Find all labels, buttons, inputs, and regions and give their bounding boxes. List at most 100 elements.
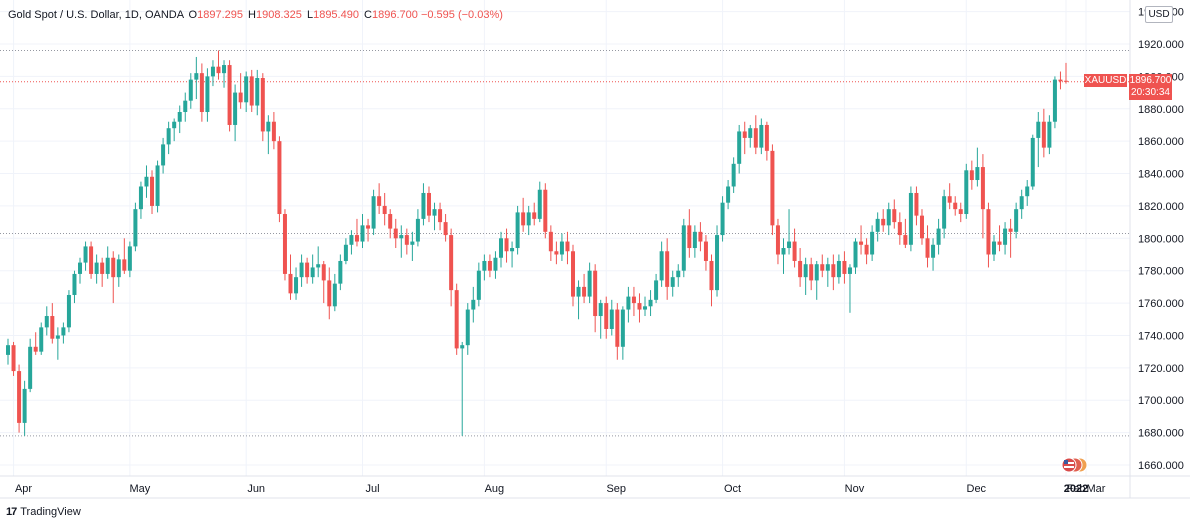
candle[interactable] — [720, 196, 725, 242]
candle[interactable] — [1036, 112, 1041, 168]
candle[interactable] — [487, 254, 492, 278]
candle[interactable] — [820, 254, 825, 278]
candle[interactable] — [255, 69, 260, 116]
candle[interactable] — [266, 115, 271, 155]
candle[interactable] — [781, 238, 786, 274]
candle[interactable] — [654, 273, 659, 304]
candle[interactable] — [969, 160, 974, 190]
candle[interactable] — [565, 231, 570, 265]
candle[interactable] — [78, 257, 83, 284]
candle[interactable] — [582, 273, 587, 304]
candle[interactable] — [371, 189, 376, 236]
candle[interactable] — [870, 225, 875, 261]
candle[interactable] — [172, 118, 177, 142]
candle[interactable] — [1052, 76, 1057, 129]
candle[interactable] — [150, 170, 155, 215]
candle[interactable] — [122, 238, 127, 274]
candle[interactable] — [343, 238, 348, 265]
candle[interactable] — [210, 60, 215, 87]
candle[interactable] — [66, 290, 71, 333]
candle[interactable] — [676, 264, 681, 287]
candle[interactable] — [548, 225, 553, 261]
candle[interactable] — [687, 209, 692, 258]
candle[interactable] — [127, 241, 132, 278]
candle[interactable] — [100, 257, 105, 287]
candle[interactable] — [1041, 108, 1046, 158]
candle[interactable] — [44, 306, 49, 336]
candle[interactable] — [321, 260, 326, 304]
candle[interactable] — [432, 202, 437, 231]
candle[interactable] — [338, 254, 343, 291]
candle[interactable] — [526, 205, 531, 236]
candle[interactable] — [991, 235, 996, 261]
candle[interactable] — [908, 186, 913, 252]
candle[interactable] — [814, 260, 819, 300]
candle[interactable] — [415, 209, 420, 247]
candle[interactable] — [853, 238, 858, 274]
candle[interactable] — [177, 105, 182, 134]
candle[interactable] — [22, 380, 27, 436]
candle[interactable] — [726, 180, 731, 210]
candle[interactable] — [465, 303, 470, 355]
candle[interactable] — [83, 241, 88, 271]
candle[interactable] — [216, 50, 221, 80]
candle[interactable] — [227, 60, 232, 132]
candle[interactable] — [892, 199, 897, 229]
currency-button[interactable]: USD — [1145, 6, 1173, 23]
candle[interactable] — [775, 218, 780, 265]
tradingview-brand[interactable]: TradingView — [20, 506, 81, 518]
symbol-description[interactable]: Gold Spot / U.S. Dollar, 1D, OANDA — [8, 9, 184, 21]
candle[interactable] — [404, 228, 409, 255]
candle[interactable] — [498, 231, 503, 268]
candle[interactable] — [354, 218, 359, 247]
candle[interactable] — [886, 202, 891, 236]
candle[interactable] — [626, 286, 631, 323]
events-flags-icon[interactable] — [1058, 456, 1094, 474]
candle[interactable] — [1019, 189, 1024, 219]
candle[interactable] — [620, 306, 625, 360]
candle[interactable] — [388, 209, 393, 239]
candle[interactable] — [692, 225, 697, 258]
candle[interactable] — [482, 254, 487, 281]
candle[interactable] — [964, 163, 969, 219]
candle[interactable] — [598, 299, 603, 339]
candle[interactable] — [731, 157, 736, 193]
candle[interactable] — [366, 218, 371, 242]
candle[interactable] — [166, 121, 171, 155]
candle[interactable] — [460, 341, 465, 436]
candle[interactable] — [604, 296, 609, 339]
candle[interactable] — [260, 73, 265, 142]
candle[interactable] — [803, 257, 808, 295]
candle[interactable] — [55, 327, 60, 360]
candle[interactable] — [953, 196, 958, 216]
candle[interactable] — [426, 186, 431, 223]
candle[interactable] — [205, 68, 210, 122]
candle[interactable] — [576, 280, 581, 320]
candle[interactable] — [554, 241, 559, 265]
candle[interactable] — [670, 270, 675, 297]
candle[interactable] — [665, 238, 670, 300]
candle[interactable] — [1003, 222, 1008, 255]
candle[interactable] — [28, 338, 33, 393]
candle[interactable] — [643, 296, 648, 317]
candle[interactable] — [931, 238, 936, 271]
candle[interactable] — [631, 286, 636, 317]
candle[interactable] — [958, 202, 963, 223]
candle[interactable] — [89, 241, 94, 279]
candle[interactable] — [454, 283, 459, 355]
candle[interactable] — [443, 214, 448, 242]
candle[interactable] — [947, 183, 952, 210]
candle[interactable] — [393, 218, 398, 249]
candle[interactable] — [936, 218, 941, 255]
candle[interactable] — [360, 214, 365, 249]
candle[interactable] — [39, 322, 44, 355]
candle[interactable] — [681, 218, 686, 278]
candle[interactable] — [703, 235, 708, 271]
candle[interactable] — [798, 248, 803, 287]
candle[interactable] — [421, 183, 426, 226]
candle[interactable] — [382, 192, 387, 226]
candle[interactable] — [282, 209, 287, 281]
candle[interactable] — [349, 230, 354, 255]
candle[interactable] — [543, 183, 548, 239]
